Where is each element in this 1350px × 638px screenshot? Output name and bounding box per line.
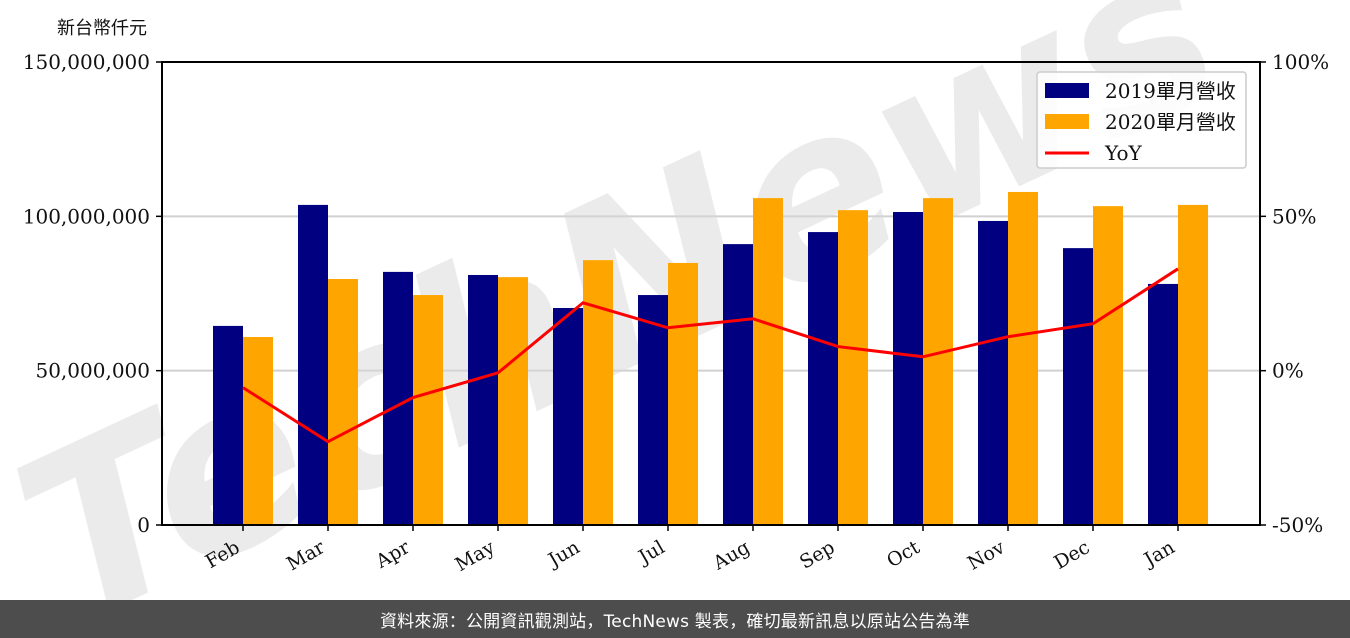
y2-tick-label: 50% xyxy=(1272,204,1316,228)
bar-2020-apr xyxy=(413,295,443,525)
bar-2020-feb xyxy=(243,337,273,525)
y-tick-label: 100,000,000 xyxy=(23,204,150,228)
bar-2020-dec xyxy=(1093,206,1123,525)
legend-label: 2020單月營收 xyxy=(1105,110,1236,134)
chart-canvas: TechNews050,000,000100,000,000150,000,00… xyxy=(0,0,1329,600)
bar-2020-jan xyxy=(1178,204,1208,526)
legend-swatch xyxy=(1045,114,1089,129)
x-tick-label: Dec xyxy=(1050,536,1093,574)
bar-2019-feb xyxy=(213,325,243,525)
y2-tick-label: 0% xyxy=(1272,359,1304,383)
bar-2019-oct xyxy=(893,212,923,525)
bar-2019-jan xyxy=(1148,283,1178,525)
bar-2020-oct xyxy=(923,198,953,525)
y-tick-label: 50,000,000 xyxy=(35,359,150,383)
plot-frame xyxy=(161,61,1261,526)
legend-label: YoY xyxy=(1104,141,1143,165)
x-tick-label: Nov xyxy=(964,536,1009,575)
bar-2020-may xyxy=(498,277,528,525)
y-axis-unit-label: 新台幣仟元 xyxy=(57,18,147,39)
bar-2020-sep xyxy=(838,210,868,525)
x-tick-label: Oct xyxy=(883,536,924,572)
bar-2019-dec xyxy=(1063,248,1093,525)
bar-2020-nov xyxy=(1008,191,1038,525)
chart: TechNews 0 50,000,000 100,000,000 150,000,00… xyxy=(0,0,1329,600)
bar-2020-jun xyxy=(583,260,613,525)
bar-2019-nov xyxy=(978,220,1008,526)
x-tick-label: Sep xyxy=(796,536,839,573)
bar-2019-may xyxy=(468,274,498,525)
y2-tick-label: -50% xyxy=(1272,513,1323,537)
bar-2019-jul xyxy=(638,295,668,525)
source-footer: 資料來源：公開資訊觀測站，TechNews 製表，確切最新訊息以原站公告為準 xyxy=(0,600,1350,638)
x-tick-label: Jun xyxy=(543,536,584,572)
x-tick-label: Jul xyxy=(633,536,668,569)
bar-2019-mar xyxy=(298,204,328,526)
x-tick-label: Jan xyxy=(1139,536,1179,572)
x-tick-label: Aug xyxy=(709,536,754,575)
legend xyxy=(1036,71,1247,169)
y2-tick-label: 100% xyxy=(1272,50,1329,74)
yoy-line xyxy=(242,267,1179,444)
y-tick-label: 0 xyxy=(137,513,150,537)
footer-text: 資料來源：公開資訊觀測站，TechNews 製表，確切最新訊息以原站公告為準 xyxy=(379,611,970,632)
bar-2019-aug xyxy=(723,244,753,525)
bar-2019-jun xyxy=(553,308,583,525)
x-tick-label: May xyxy=(452,536,499,576)
y-tick-label: 150,000,000 xyxy=(23,50,150,74)
bar-2020-aug xyxy=(753,198,783,525)
bar-2020-jul xyxy=(668,262,698,525)
bar-2020-mar xyxy=(328,278,358,525)
legend-swatch xyxy=(1045,83,1089,98)
legend-label: 2019單月營收 xyxy=(1105,79,1236,103)
bar-2019-sep xyxy=(808,232,838,526)
